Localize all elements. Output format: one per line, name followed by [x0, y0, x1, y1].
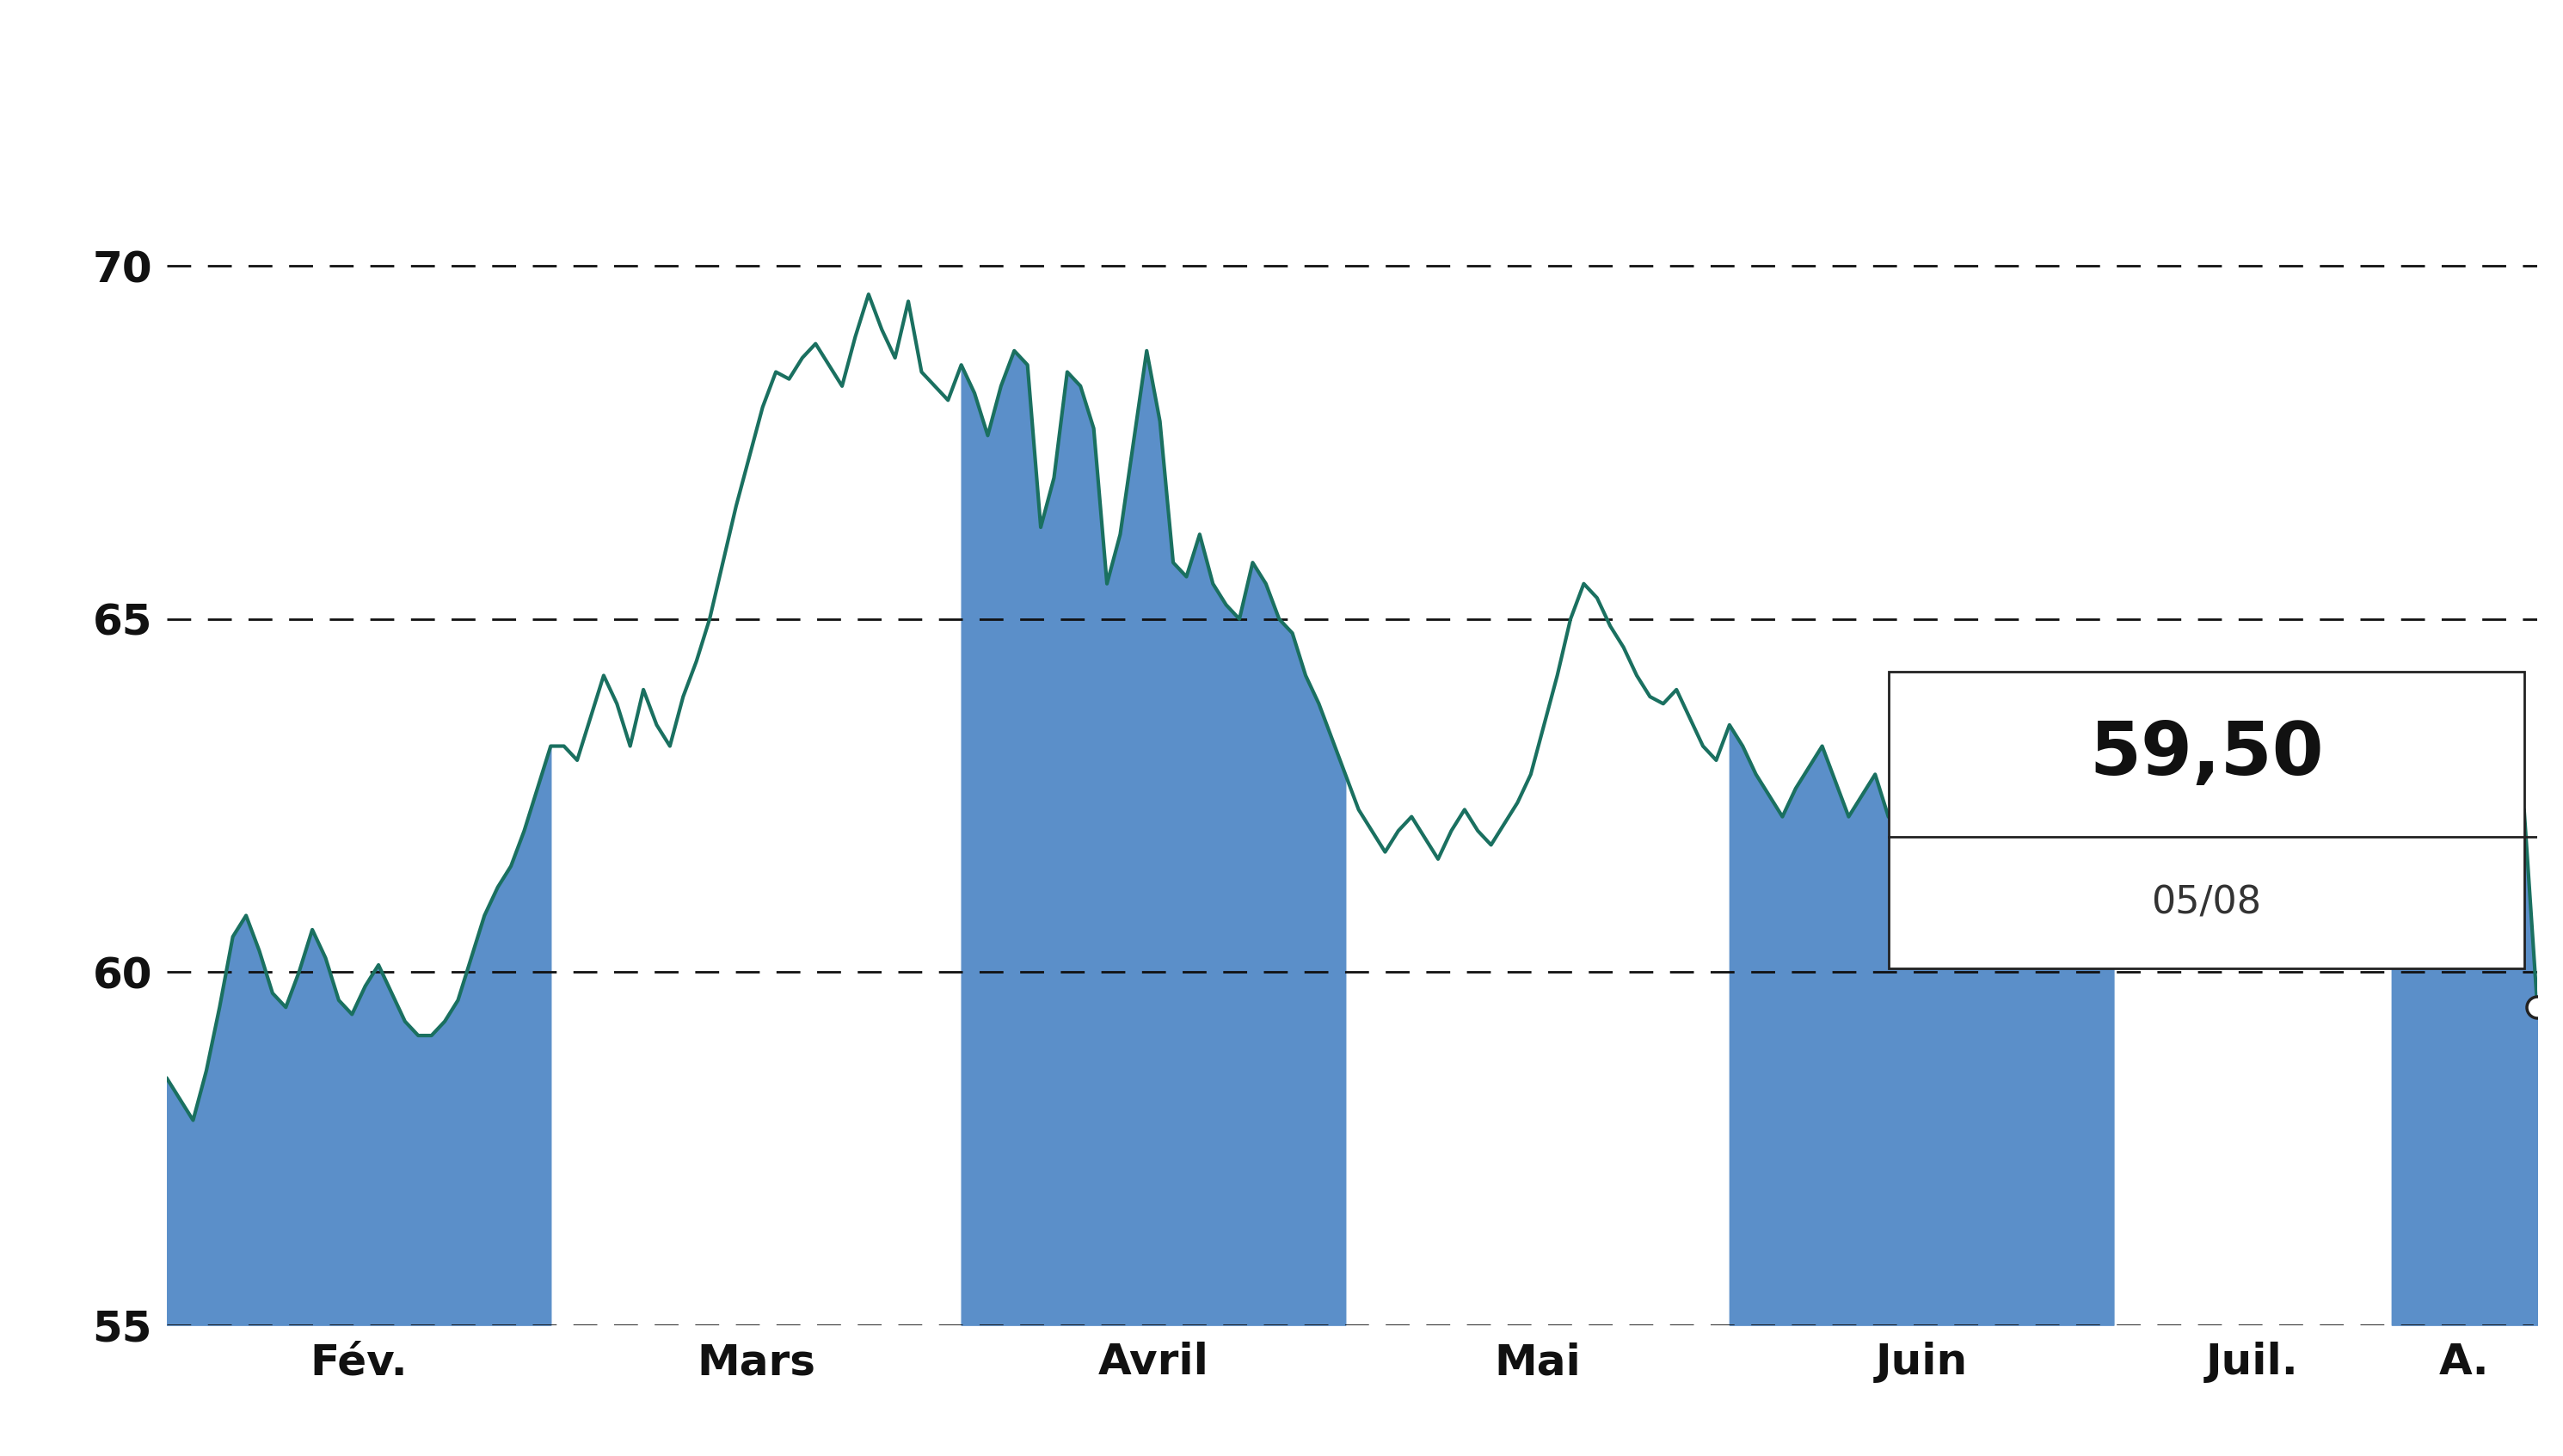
Text: 59,50: 59,50 [2089, 719, 2325, 791]
Text: 05/08: 05/08 [2150, 885, 2261, 922]
Text: TOTALENERGIES: TOTALENERGIES [738, 19, 1825, 134]
FancyBboxPatch shape [1889, 673, 2525, 968]
